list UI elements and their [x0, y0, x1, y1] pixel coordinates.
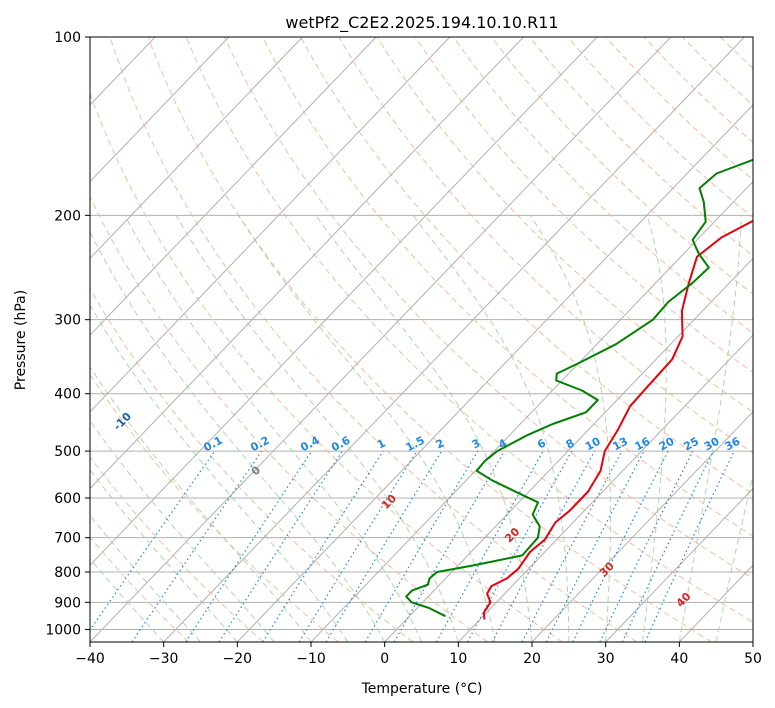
x-tick-label: −10: [296, 651, 326, 667]
chart-title: wetPf2_C2E2.2025.194.10.10.R11: [285, 13, 558, 33]
y-tick-label: 600: [54, 491, 81, 507]
mixing-ratio-line: [262, 450, 384, 642]
mixing-ratio-line: [599, 450, 694, 642]
dewpoint-profile-line: [405, 158, 753, 618]
mixing-ratio-label: 13: [610, 435, 630, 454]
y-tick-label: 100: [54, 30, 81, 46]
y-tick-label: 1000: [45, 622, 81, 638]
isotherm-line: [90, 37, 303, 260]
x-axis-title: Temperature (°C): [361, 681, 483, 697]
x-tick-label: 50: [744, 651, 762, 667]
mixing-ratio-label: 30: [702, 435, 722, 454]
mixing-ratio-line: [298, 450, 418, 642]
isotherm-line: [236, 104, 753, 642]
moist-adiabat-line: [124, 215, 422, 642]
dry-adiabat-line: [147, 37, 712, 642]
x-tick-label: 30: [597, 651, 615, 667]
mixing-ratio-label: 36: [723, 435, 743, 454]
mixing-ratio-label: 10: [583, 435, 603, 454]
moist-adiabat-line: [678, 215, 742, 642]
x-tick-label: 0: [380, 651, 389, 667]
dry-adiabat-line: [414, 37, 753, 373]
isotherm-line: [457, 334, 753, 642]
x-tick-label: −20: [223, 651, 253, 667]
y-tick-label: 700: [54, 531, 81, 547]
dry-adiabat-line: [109, 37, 638, 642]
x-tick-label: 20: [523, 651, 541, 667]
moist-adiabat-line: [90, 230, 386, 642]
dry-adiabat-line: [376, 37, 753, 413]
dry-adiabat-line: [90, 195, 488, 642]
y-axis-title: Pressure (hPa): [13, 290, 29, 390]
y-tick-label: 500: [54, 444, 81, 460]
isotherm-line: [531, 411, 753, 642]
mixing-ratio-label: 16: [633, 435, 653, 454]
mixing-ratio-line: [644, 450, 735, 642]
moist-adiabat-line: [90, 304, 349, 642]
moist-adiabat-line: [90, 514, 201, 642]
dry-adiabat-line: [529, 37, 753, 257]
isotherm-line: [384, 257, 753, 642]
dry-adiabat-line: [491, 37, 753, 295]
y-tick-label: 300: [54, 313, 81, 329]
moist-adiabat-line: [529, 215, 611, 642]
mixing-ratio-label: 25: [681, 435, 701, 454]
isotherm-line: [163, 37, 745, 642]
mixing-ratio-line: [364, 450, 479, 642]
dry-adiabat-line: [643, 37, 753, 144]
x-tick-label: −30: [149, 651, 179, 667]
dry-adiabat-line: [300, 37, 753, 495]
isotherm-line: [90, 37, 451, 413]
dry-adiabat-line: [90, 91, 563, 642]
dry-adiabat-line: [90, 287, 414, 642]
moist-adiabat-line: [90, 558, 165, 642]
y-tick-label: 800: [54, 565, 81, 581]
moist-adiabat-line: [237, 215, 496, 642]
dry-adiabat-line: [224, 37, 753, 580]
mixing-ratio-line: [621, 450, 714, 642]
mixing-ratio-line: [325, 450, 443, 642]
moist-adiabat-line: [642, 215, 667, 642]
mixing-ratio-line: [572, 450, 669, 642]
x-tick-label: 10: [449, 651, 467, 667]
isotherm-line: [605, 487, 753, 642]
isotherm-line: [90, 37, 377, 336]
mixing-ratio-label: 20: [657, 435, 677, 454]
mixing-ratio-line: [185, 450, 313, 642]
mixing-ratio-line: [393, 450, 505, 642]
x-tick-label: 40: [670, 651, 688, 667]
mixing-ratio-line: [491, 450, 596, 642]
dry-adiabat-line: [262, 37, 753, 537]
dry-adiabat-line: [185, 37, 753, 623]
moist-adiabat-line: [315, 215, 533, 642]
y-tick-label: 900: [54, 595, 81, 611]
axes: −40 −30 −20 −10 0 10 20 30 40 50 100 200 300 400 500 60…: [45, 30, 762, 667]
moist-adiabat-line: [412, 214, 570, 642]
mixing-ratio-line: [131, 450, 263, 642]
mixing-ratio-line: [218, 450, 343, 642]
isotherm-line: [90, 37, 598, 566]
plot-frame: [89, 36, 754, 643]
moist-adiabat-line: [90, 365, 312, 642]
mixing-ratio-line: [90, 450, 216, 632]
isotherm-line: [90, 37, 524, 490]
isotherm-line: [90, 37, 230, 183]
x-tick-label: −40: [75, 651, 105, 667]
plot-area: 0.10.20.40.611.52346810131620253036-100-…: [90, 37, 753, 642]
dry-adiabat-line: [90, 536, 190, 642]
y-tick-label: 400: [54, 387, 81, 403]
mixing-ratio-line: [466, 450, 573, 642]
temperature-profile-line: [483, 219, 753, 620]
y-tick-label: 200: [54, 208, 81, 224]
dry-adiabat-line: [567, 37, 753, 219]
